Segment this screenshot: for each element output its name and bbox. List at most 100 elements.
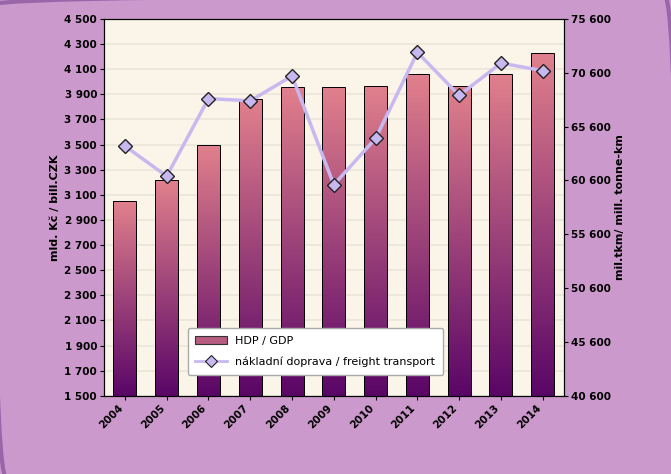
Bar bbox=[113, 290, 136, 291]
Bar bbox=[197, 383, 220, 384]
Bar bbox=[448, 196, 470, 197]
Bar bbox=[239, 369, 262, 371]
Bar bbox=[155, 201, 178, 202]
Bar bbox=[155, 384, 178, 385]
Bar bbox=[489, 222, 513, 224]
Bar bbox=[448, 382, 470, 383]
Bar bbox=[280, 263, 303, 264]
Bar bbox=[489, 219, 513, 220]
Bar bbox=[489, 280, 513, 282]
Bar bbox=[448, 317, 470, 318]
Bar bbox=[322, 366, 346, 368]
Bar bbox=[531, 55, 554, 56]
Bar bbox=[448, 180, 470, 182]
Bar bbox=[113, 232, 136, 233]
Bar bbox=[280, 201, 303, 203]
Bar bbox=[239, 234, 262, 236]
Bar bbox=[280, 132, 303, 133]
Bar bbox=[113, 330, 136, 331]
Bar bbox=[322, 303, 346, 305]
Bar bbox=[448, 287, 470, 289]
Bar bbox=[280, 219, 303, 221]
Bar bbox=[280, 207, 303, 209]
Bar bbox=[531, 118, 554, 120]
Bar bbox=[406, 320, 429, 322]
Bar bbox=[531, 151, 554, 152]
Bar bbox=[406, 188, 429, 190]
Bar bbox=[155, 265, 178, 266]
Bar bbox=[364, 383, 387, 385]
Bar bbox=[322, 206, 346, 207]
Bar bbox=[406, 354, 429, 356]
Bar bbox=[239, 301, 262, 302]
Bar bbox=[531, 291, 554, 293]
Bar bbox=[489, 243, 513, 245]
Bar bbox=[155, 186, 178, 187]
Bar bbox=[197, 381, 220, 382]
Bar bbox=[280, 202, 303, 204]
Bar bbox=[155, 252, 178, 253]
Bar bbox=[280, 351, 303, 353]
Bar bbox=[113, 395, 136, 396]
Bar bbox=[406, 392, 429, 394]
Bar bbox=[280, 394, 303, 396]
Bar bbox=[239, 380, 262, 381]
Bar bbox=[197, 371, 220, 372]
Bar bbox=[489, 153, 513, 155]
Bar bbox=[155, 385, 178, 386]
Bar bbox=[322, 266, 346, 267]
Bar bbox=[489, 100, 513, 101]
Bar bbox=[280, 275, 303, 277]
Bar bbox=[406, 327, 429, 328]
Bar bbox=[155, 242, 178, 244]
Bar bbox=[113, 308, 136, 309]
Bar bbox=[113, 251, 136, 252]
Bar bbox=[406, 164, 429, 166]
Bar bbox=[531, 288, 554, 290]
Bar bbox=[239, 353, 262, 354]
Bar bbox=[113, 317, 136, 318]
Bar bbox=[155, 350, 178, 352]
Bar bbox=[322, 116, 346, 118]
Bar bbox=[364, 380, 387, 382]
Bar bbox=[322, 283, 346, 284]
Bar bbox=[155, 343, 178, 344]
Bar bbox=[113, 339, 136, 340]
Bar bbox=[531, 60, 554, 62]
Bar bbox=[113, 321, 136, 322]
Bar bbox=[448, 237, 470, 239]
Bar bbox=[197, 239, 220, 240]
Bar bbox=[406, 204, 429, 206]
Bar bbox=[197, 219, 220, 220]
Bar bbox=[406, 227, 429, 228]
Bar bbox=[364, 85, 387, 396]
Bar bbox=[239, 338, 262, 339]
Bar bbox=[406, 212, 429, 214]
Bar bbox=[448, 253, 470, 255]
Bar bbox=[448, 356, 470, 357]
Bar bbox=[197, 199, 220, 200]
Bar bbox=[197, 220, 220, 221]
Bar bbox=[406, 87, 429, 89]
Bar bbox=[489, 195, 513, 196]
Bar bbox=[531, 169, 554, 171]
Bar bbox=[406, 272, 429, 273]
Bar bbox=[197, 171, 220, 172]
Bar bbox=[197, 294, 220, 295]
Bar bbox=[113, 234, 136, 235]
Bar bbox=[406, 373, 429, 375]
Bar bbox=[197, 205, 220, 206]
Bar bbox=[280, 269, 303, 271]
Bar bbox=[155, 360, 178, 361]
Bar bbox=[239, 390, 262, 392]
Bar bbox=[197, 322, 220, 323]
Bar bbox=[280, 115, 303, 116]
Bar bbox=[448, 202, 470, 203]
Bar bbox=[197, 187, 220, 189]
Bar bbox=[322, 237, 346, 238]
Bar bbox=[155, 356, 178, 357]
Bar bbox=[113, 265, 136, 266]
Bar bbox=[531, 228, 554, 229]
Bar bbox=[197, 279, 220, 280]
Bar bbox=[322, 342, 346, 343]
